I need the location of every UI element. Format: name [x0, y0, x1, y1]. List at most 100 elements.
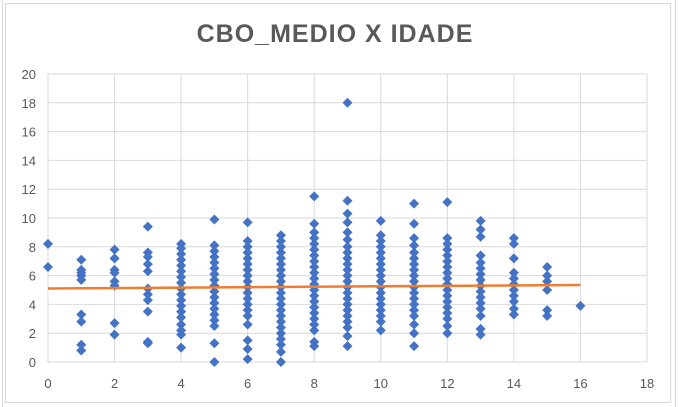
data-point	[309, 319, 320, 330]
y-tick-label: 12	[22, 182, 36, 197]
data-point	[409, 293, 420, 304]
trendline	[47, 283, 581, 290]
data-point	[508, 309, 519, 320]
data-point	[508, 267, 519, 278]
x-tick-label: 2	[111, 376, 118, 391]
y-tick-label: 2	[29, 326, 36, 341]
data-point	[275, 328, 286, 339]
data-point	[242, 276, 253, 287]
data-point	[508, 253, 519, 264]
data-point	[475, 297, 486, 308]
data-point	[176, 266, 187, 277]
data-point	[375, 236, 386, 247]
data-point	[309, 290, 320, 301]
data-point	[142, 295, 153, 306]
data-point	[309, 308, 320, 319]
data-point	[309, 256, 320, 267]
data-point	[209, 321, 220, 331]
data-point	[275, 305, 286, 316]
data-point	[275, 276, 286, 287]
data-point	[442, 328, 453, 339]
y-tick-label: 6	[29, 269, 36, 284]
data-point	[242, 264, 253, 275]
data-point	[542, 276, 553, 287]
data-point	[542, 270, 553, 281]
data-point	[542, 285, 553, 295]
data-point	[275, 236, 286, 247]
data-point	[475, 286, 486, 297]
data-point	[76, 309, 87, 320]
data-point	[342, 247, 353, 258]
data-point	[109, 329, 120, 340]
data-point	[242, 236, 253, 247]
x-tick-label: 0	[44, 376, 51, 391]
data-point	[209, 309, 220, 320]
data-point	[209, 303, 220, 314]
data-point	[442, 321, 453, 331]
data-point	[342, 341, 353, 352]
data-point	[275, 287, 286, 298]
data-point	[475, 263, 486, 274]
data-point	[209, 251, 220, 262]
data-point	[109, 253, 120, 264]
data-point	[242, 247, 253, 258]
x-tick-label: 6	[244, 376, 251, 391]
data-point	[176, 312, 187, 323]
data-point	[475, 323, 486, 334]
data-point	[209, 274, 220, 285]
data-point	[309, 313, 320, 324]
data-point	[375, 287, 386, 298]
y-tick-label: 0	[29, 355, 36, 370]
data-point	[209, 292, 220, 303]
data-point	[442, 267, 453, 278]
data-point	[209, 286, 220, 297]
data-point	[409, 341, 420, 352]
data-point	[409, 299, 420, 310]
data-point	[176, 277, 187, 288]
x-tick-label: 16	[573, 376, 587, 391]
data-point	[209, 240, 220, 251]
data-point	[475, 310, 486, 321]
x-axis-tick-labels: 0 2 4 6 8 10 12 14 16 18	[44, 376, 654, 391]
data-point	[342, 217, 353, 228]
data-point	[309, 261, 320, 272]
data-point	[209, 257, 220, 268]
data-point	[342, 276, 353, 287]
data-point	[43, 261, 53, 272]
data-point	[375, 310, 386, 321]
data-point	[242, 259, 253, 270]
data-point	[275, 346, 286, 357]
data-point	[375, 270, 386, 281]
data-point	[409, 328, 420, 339]
data-point	[275, 357, 286, 367]
data-point	[176, 254, 187, 265]
data-point	[242, 217, 253, 228]
y-tick-label: 20	[22, 67, 36, 82]
data-point	[109, 318, 120, 329]
data-point	[275, 259, 286, 270]
x-tick-label: 4	[177, 376, 184, 391]
data-point	[575, 300, 586, 311]
data-point	[342, 305, 353, 316]
data-point	[508, 290, 519, 301]
data-point	[442, 244, 453, 255]
data-point	[542, 305, 553, 316]
data-point	[409, 218, 420, 229]
data-point	[442, 308, 453, 319]
data-point	[242, 354, 253, 365]
sheet-column-line	[2, 0, 3, 407]
data-point	[109, 244, 120, 255]
data-point	[275, 253, 286, 264]
data-point	[242, 299, 253, 310]
data-point	[275, 299, 286, 310]
data-point	[176, 295, 187, 306]
x-tick-label: 18	[640, 376, 654, 391]
data-point	[375, 305, 386, 316]
data-point	[209, 338, 220, 349]
y-tick-label: 16	[22, 125, 36, 140]
data-point	[176, 342, 187, 353]
data-point	[442, 296, 453, 307]
data-point	[442, 313, 453, 324]
data-point	[142, 338, 153, 349]
data-point	[275, 264, 286, 275]
